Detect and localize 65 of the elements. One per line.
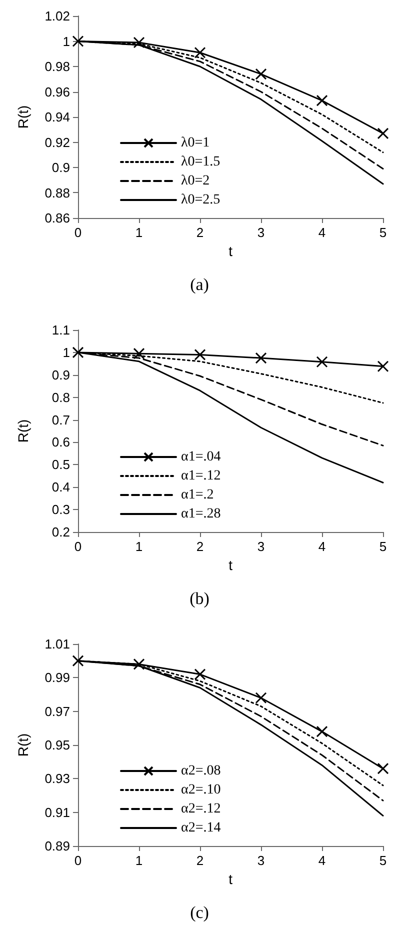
legend-label: α2=.08 — [181, 764, 221, 778]
y-tick-label: 0.3 — [52, 502, 70, 518]
y-axis-title: R(t) — [15, 105, 31, 129]
x-tick-label: 4 — [318, 225, 326, 240]
x-tick-label: 0 — [74, 853, 82, 868]
y-tick-label: 1 — [62, 344, 70, 360]
x-axis-title: t — [228, 243, 233, 259]
legend-label: α1=.12 — [181, 468, 221, 484]
y-tick-label: 0.92 — [44, 134, 70, 150]
y-tick-label: 1 — [62, 34, 70, 49]
y-tick-label: 0.8 — [52, 390, 70, 405]
text: (b) — [188, 588, 210, 610]
x-tick-label: 1 — [135, 225, 143, 240]
y-axis-title: R(t) — [15, 733, 31, 757]
y-tick-label: 0.94 — [44, 110, 70, 124]
y-axis-title: R(t) — [15, 419, 31, 443]
y-tick-label: 0.93 — [44, 771, 70, 786]
x-tick-label: 3 — [257, 539, 265, 554]
y-tick-label: 0.97 — [44, 704, 70, 719]
x-axis-title: t — [228, 871, 233, 887]
y-tick-label: 0.5 — [52, 457, 70, 472]
x-axis-title: t — [228, 557, 233, 573]
x-tick-label: 2 — [196, 225, 204, 240]
y-tick-label: 0.2 — [52, 524, 70, 540]
y-tick-label: 0.96 — [44, 84, 70, 100]
x-tick-label: 2 — [196, 539, 204, 554]
y-tick-label: 0.7 — [52, 412, 70, 428]
legend-label: λ0=2 — [181, 174, 210, 188]
y-tick-label: 0.86 — [44, 210, 70, 226]
y-tick-label: 0.88 — [44, 185, 70, 200]
y-tick-label: 0.95 — [44, 738, 70, 752]
x-tick-label: 2 — [196, 853, 204, 868]
y-tick-label: 0.99 — [44, 670, 70, 686]
x-tick-label: 1 — [135, 853, 143, 868]
y-tick-label: 1.01 — [44, 636, 70, 652]
y-tick-label: 0.91 — [44, 804, 70, 820]
y-tick-label: 0.98 — [44, 59, 70, 74]
y-tick-label: 0.6 — [52, 434, 70, 450]
x-tick-label: 5 — [379, 853, 387, 868]
legend-label: λ0=1 — [181, 136, 210, 150]
x-tick-label: 4 — [318, 853, 326, 868]
legend-label: α2=.14 — [181, 820, 221, 836]
x-tick-label: 3 — [257, 853, 265, 868]
legend-label: α1=.28 — [181, 506, 221, 522]
legend-label: α2=.12 — [181, 802, 221, 816]
legend-label: λ0=2.5 — [181, 192, 220, 208]
x-tick-label: 3 — [257, 225, 265, 240]
legend-label: α2=.10 — [181, 782, 221, 798]
x-tick-label: 1 — [135, 539, 143, 554]
y-tick-label: 0.9 — [52, 160, 70, 175]
y-tick-label: 1.02 — [44, 8, 70, 24]
legend-label: λ0=1.5 — [181, 154, 220, 170]
y-tick-label: 0.89 — [44, 838, 70, 854]
x-tick-label: 0 — [74, 225, 82, 240]
legend-label: α1=.04 — [181, 450, 221, 464]
y-tick-label: 0.4 — [52, 480, 70, 495]
x-tick-label: 5 — [379, 539, 387, 554]
x-tick-label: 5 — [379, 225, 387, 240]
text: (a) — [189, 274, 210, 296]
text: (c) — [189, 902, 210, 924]
y-tick-label: 1.1 — [52, 322, 70, 338]
x-tick-label: 4 — [318, 539, 326, 554]
y-tick-label: 0.9 — [52, 367, 70, 382]
x-tick-label: 0 — [74, 539, 82, 554]
legend-label: α1=.2 — [181, 488, 214, 502]
